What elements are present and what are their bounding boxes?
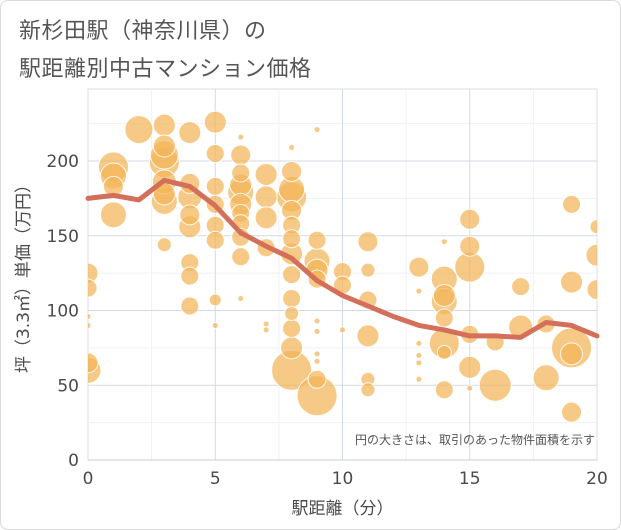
bubble-point: [281, 160, 303, 182]
bubble-point: [532, 364, 560, 392]
bubble-point: [282, 229, 302, 249]
bubble-point: [254, 206, 278, 230]
bubble-point: [307, 230, 327, 250]
bubble-point: [459, 235, 481, 257]
bubble-point: [284, 305, 300, 321]
bubble-point: [230, 144, 252, 166]
y-tick-label: 0: [68, 451, 79, 471]
bubble-point: [585, 243, 597, 267]
y-axis-label: 坪（3.3㎡）単価（万円）: [14, 176, 34, 373]
bubble-point: [262, 326, 270, 334]
bubble-point: [262, 320, 270, 328]
bubble-point: [180, 266, 200, 286]
bubble-point: [307, 369, 327, 389]
bubble-point: [562, 194, 582, 214]
chart-title-line-2: 駅距離別中古マンション価格: [19, 57, 312, 82]
trend-line: [85, 177, 600, 340]
bubble-point: [280, 336, 304, 360]
bubble-point: [415, 359, 423, 367]
bubble-point: [511, 277, 531, 297]
bubble-point: [458, 355, 482, 379]
bubble-point: [440, 238, 448, 246]
x-tick-label: 0: [83, 469, 94, 489]
bubble-point: [339, 326, 346, 334]
bubble-point: [466, 384, 474, 392]
bubble-point: [360, 382, 376, 398]
bubble-point: [561, 401, 583, 423]
bubble-point: [434, 308, 454, 328]
bubble-point: [408, 256, 430, 278]
bubble-point: [313, 317, 321, 325]
bubble-point: [356, 324, 380, 348]
bubble-point: [313, 327, 321, 335]
chart-title-line-1: 新杉田駅（神奈川県）の: [19, 19, 267, 44]
bubble-point: [88, 312, 92, 320]
bubble-point: [156, 237, 172, 253]
y-tick-label: 200: [47, 152, 79, 172]
bubble-point: [313, 126, 321, 134]
bubble-point: [288, 144, 296, 152]
bubble-point: [282, 289, 302, 309]
bubble-point: [205, 176, 225, 196]
bubble-point: [205, 230, 225, 250]
bubble-point: [282, 265, 302, 285]
bubble-point: [415, 287, 423, 295]
bubble-point: [436, 344, 452, 360]
bubble-point: [203, 110, 227, 134]
x-tick-label: 20: [586, 469, 608, 489]
y-tick-label: 100: [47, 302, 79, 322]
bubble-point: [178, 121, 202, 145]
bubble-point: [88, 278, 98, 298]
bubble-point: [88, 352, 99, 374]
bubble-point: [124, 115, 154, 145]
bubble-point: [231, 163, 251, 183]
size-annotation: 円の大きさは、取引のあった物件面積を示す: [355, 432, 595, 447]
bubble-point: [415, 375, 423, 383]
bubble-point: [560, 270, 584, 294]
bubble-point: [231, 247, 251, 267]
bubble-point: [88, 321, 92, 329]
x-tick-label: 5: [210, 469, 221, 489]
bubble-point: [99, 201, 127, 229]
bubble-point: [415, 339, 423, 347]
bubble-point: [432, 284, 456, 308]
y-tick-label: 50: [57, 376, 79, 396]
bubble-point: [152, 113, 176, 137]
x-axis-label: 駅距離（分）: [292, 499, 394, 519]
bubble-point: [237, 295, 245, 303]
bubble-point: [205, 144, 225, 164]
bubble-point: [179, 204, 201, 226]
x-tick-label: 10: [332, 469, 354, 489]
bubble-point: [589, 219, 597, 235]
y-tick-label: 150: [47, 227, 79, 247]
bubble-point: [459, 208, 481, 230]
bubble-point: [152, 134, 176, 158]
bubble-point: [478, 368, 512, 402]
bubble-point: [434, 380, 454, 400]
bubbles: [88, 110, 597, 423]
bubble-point: [254, 162, 278, 186]
bubble-point: [560, 342, 584, 366]
bubble-point: [415, 351, 423, 359]
bubble-point: [282, 318, 302, 338]
bubble-point: [254, 185, 278, 209]
bubble-point: [237, 133, 245, 141]
bubble-point: [211, 321, 219, 329]
bubble-point: [313, 350, 321, 358]
bubble-point: [208, 293, 222, 307]
bubble-point: [586, 279, 597, 301]
trend-line-layer: [85, 177, 600, 340]
bubble-point: [88, 262, 99, 284]
bubble-point: [360, 262, 376, 278]
bubble-point: [180, 296, 200, 316]
bubble-point: [357, 231, 379, 253]
x-tick-label: 15: [459, 469, 481, 489]
bubble-point: [313, 357, 321, 365]
